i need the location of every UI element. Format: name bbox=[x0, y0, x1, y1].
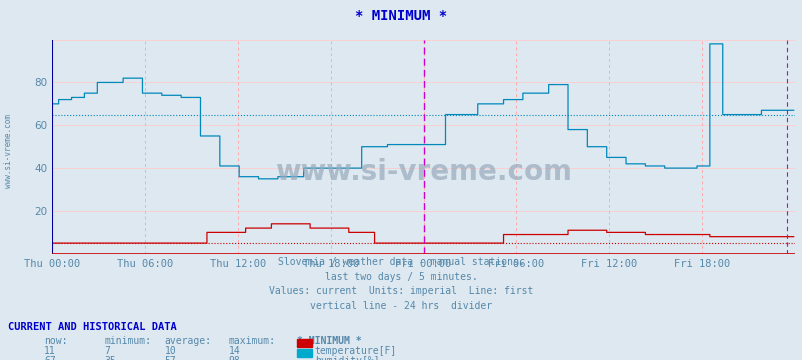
Text: CURRENT AND HISTORICAL DATA: CURRENT AND HISTORICAL DATA bbox=[8, 322, 176, 332]
Text: 11: 11 bbox=[44, 346, 56, 356]
Text: humidity[%]: humidity[%] bbox=[314, 356, 379, 360]
Text: Slovenia / weather data - manual stations.
last two days / 5 minutes.
Values: cu: Slovenia / weather data - manual station… bbox=[269, 257, 533, 311]
Text: minimum:: minimum: bbox=[104, 336, 152, 346]
Text: temperature[F]: temperature[F] bbox=[314, 346, 396, 356]
Text: now:: now: bbox=[44, 336, 67, 346]
Text: average:: average: bbox=[164, 336, 212, 346]
Text: * MINIMUM *: * MINIMUM * bbox=[297, 336, 361, 346]
Text: 35: 35 bbox=[104, 356, 116, 360]
Text: maximum:: maximum: bbox=[229, 336, 276, 346]
Text: 7: 7 bbox=[104, 346, 110, 356]
Text: 10: 10 bbox=[164, 346, 176, 356]
Text: www.si-vreme.com: www.si-vreme.com bbox=[275, 158, 571, 186]
Text: www.si-vreme.com: www.si-vreme.com bbox=[3, 114, 13, 188]
Text: 98: 98 bbox=[229, 356, 241, 360]
Text: * MINIMUM *: * MINIMUM * bbox=[355, 9, 447, 23]
Text: 14: 14 bbox=[229, 346, 241, 356]
Text: 57: 57 bbox=[164, 356, 176, 360]
Text: 67: 67 bbox=[44, 356, 56, 360]
